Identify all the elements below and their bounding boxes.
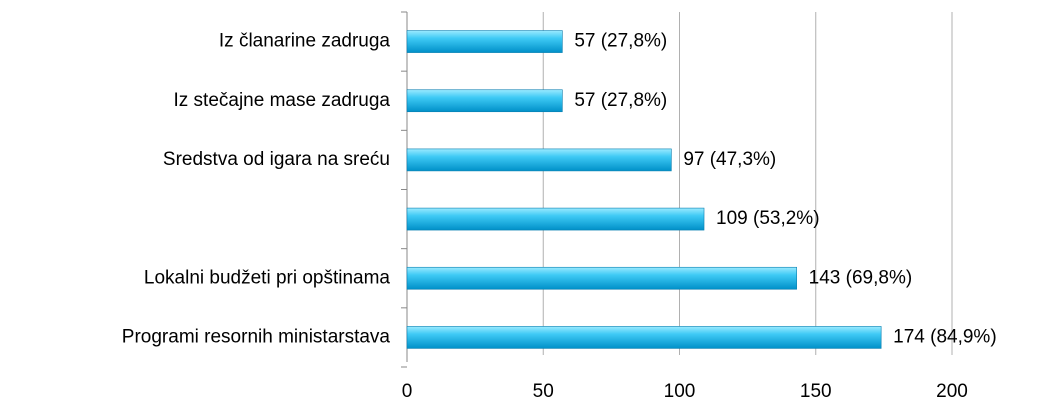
value-label: 57 (27,8%) xyxy=(574,90,667,111)
x-tick-label: 200 xyxy=(936,381,968,402)
value-label: 97 (47,3%) xyxy=(683,149,776,170)
y-tick-label: Iz članarine zadruga xyxy=(219,31,391,52)
y-tick-label: Sredstva od igara na sreću xyxy=(163,149,390,170)
y-tick-label: Lokalni budžeti pri opštinama xyxy=(144,267,391,288)
value-label: 143 (69,8%) xyxy=(809,267,913,288)
y-tick-label: Programi resornih ministarstava xyxy=(122,326,391,347)
bar xyxy=(406,89,563,113)
y-tick-label: Iz stečajne mase zadruga xyxy=(173,90,390,111)
x-tick-label: 150 xyxy=(800,381,832,402)
x-tick-label: 0 xyxy=(402,381,413,402)
bar xyxy=(406,30,563,53)
bar xyxy=(406,326,882,349)
bar xyxy=(406,266,797,290)
x-tick-label: 100 xyxy=(664,381,696,402)
value-label: 174 (84,9%) xyxy=(893,326,997,347)
bar xyxy=(406,148,672,172)
bar xyxy=(406,207,705,231)
x-tick-label: 50 xyxy=(533,381,554,402)
value-label: 109 (53,2%) xyxy=(716,208,820,229)
value-label: 57 (27,8%) xyxy=(574,31,667,52)
